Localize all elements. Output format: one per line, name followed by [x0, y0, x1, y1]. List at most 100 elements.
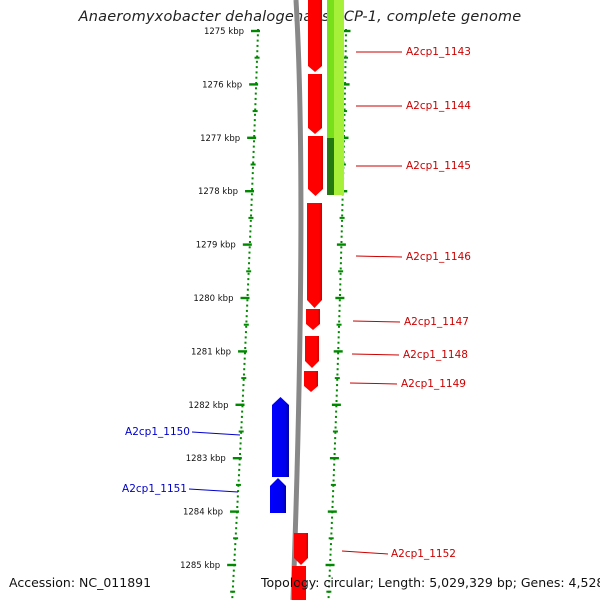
gene-arrow-a2cp1-1145 — [308, 136, 323, 196]
tick-dot — [334, 437, 337, 440]
tick-dot — [236, 495, 239, 498]
minor-tick — [330, 483, 336, 486]
tick-dot — [252, 145, 255, 148]
tick-dot — [233, 559, 236, 561]
accession-text: Accession: NC_011891 — [9, 575, 152, 590]
tick-dot — [343, 87, 346, 90]
tick-dot — [340, 241, 343, 243]
tick-dot — [344, 66, 347, 69]
gene-label[interactable]: A2cp1_1149 — [401, 378, 466, 390]
tick-dot — [241, 400, 244, 402]
tick-dot — [327, 596, 330, 599]
major-tick — [327, 510, 337, 513]
tick-dot — [254, 103, 257, 106]
tick-dot — [241, 394, 244, 397]
tick-dot — [253, 119, 256, 122]
tick-dot — [248, 241, 251, 243]
tick-dot — [232, 574, 235, 577]
tick-dot — [339, 288, 342, 291]
tick-dot — [244, 347, 247, 349]
tick-dot — [233, 548, 236, 551]
gene-label[interactable]: A2cp1_1151 — [122, 483, 187, 495]
tick-dot — [343, 113, 346, 116]
tick-dot — [335, 405, 338, 408]
major-tick — [325, 563, 335, 567]
tick-dot — [243, 357, 246, 360]
gene-label[interactable]: A2cp1_1152 — [391, 548, 456, 560]
tick-dot — [337, 352, 340, 355]
minor-tick — [343, 56, 349, 59]
major-tick — [235, 403, 245, 406]
tick-dot — [244, 336, 247, 339]
minor-tick — [233, 537, 239, 540]
tick-dot — [238, 468, 241, 471]
major-tick — [329, 457, 339, 460]
gene-arrow-a2cp1-1149 — [304, 371, 318, 392]
tick-dot — [328, 585, 331, 588]
tick-dot — [329, 559, 332, 561]
tick-dot — [338, 315, 341, 318]
tick-dot — [253, 140, 256, 143]
tick-dot — [333, 463, 336, 466]
gene-label[interactable]: A2cp1_1144 — [406, 100, 471, 112]
tick-dot — [328, 574, 331, 577]
gene-leader-line — [191, 431, 241, 436]
tick-dot — [333, 442, 336, 445]
tick-dot — [255, 82, 258, 84]
tick-dot — [336, 373, 339, 376]
tick-dot — [331, 506, 334, 508]
tick-dot — [254, 113, 257, 116]
minor-tick — [339, 216, 345, 219]
minor-tick — [338, 270, 344, 273]
gene-label[interactable]: A2cp1_1145 — [406, 160, 471, 172]
tick-dot — [255, 76, 258, 79]
minor-tick — [334, 377, 340, 380]
tick-dot — [341, 214, 344, 217]
tick-dot — [237, 474, 240, 477]
tick-dot — [344, 60, 347, 63]
tick-dot — [246, 304, 249, 307]
tick-dot — [254, 87, 257, 90]
major-tick — [238, 350, 248, 353]
tick-dot — [242, 378, 245, 381]
tick-dot — [337, 325, 340, 328]
tick-dot — [240, 431, 243, 434]
tick-dot — [253, 129, 256, 132]
gene-label[interactable]: A2cp1_1148 — [403, 349, 468, 361]
tick-dot — [251, 166, 254, 169]
gene-label[interactable]: A2cp1_1150 — [125, 426, 190, 438]
minor-tick — [250, 163, 256, 166]
major-tick — [240, 296, 250, 300]
gene-label[interactable]: A2cp1_1147 — [404, 316, 469, 328]
tick-dot — [340, 256, 343, 259]
gene-label[interactable]: A2cp1_1146 — [406, 251, 471, 263]
tick-dot — [330, 527, 333, 530]
major-tick — [227, 563, 237, 567]
tick-dot — [330, 532, 333, 535]
tick-dot — [341, 203, 344, 206]
minor-tick — [332, 430, 338, 433]
tick-dot — [256, 55, 259, 58]
tick-label: 1281 kbp — [191, 347, 231, 357]
tick-dot — [256, 34, 259, 37]
tick-dot — [248, 251, 251, 254]
tick-dot — [339, 272, 342, 275]
gene-arrow-a2cp1-1146 — [307, 203, 322, 308]
major-tick — [230, 510, 240, 513]
major-tick — [336, 243, 346, 246]
tick-dot — [242, 384, 245, 387]
tick-dot — [240, 415, 243, 418]
tick-dot — [335, 389, 338, 392]
tick-dot — [246, 288, 249, 291]
tick-dot — [331, 516, 334, 519]
tick-dot — [344, 34, 347, 37]
minor-tick — [252, 110, 258, 113]
tick-dot — [232, 569, 235, 572]
gene-label[interactable]: A2cp1_1143 — [406, 46, 471, 58]
tick-dot — [235, 516, 238, 519]
tick-dot — [329, 548, 332, 551]
tick-dot — [332, 468, 335, 471]
tick-dot — [343, 119, 346, 122]
tick-dot — [339, 262, 342, 265]
tick-dot — [232, 580, 235, 583]
